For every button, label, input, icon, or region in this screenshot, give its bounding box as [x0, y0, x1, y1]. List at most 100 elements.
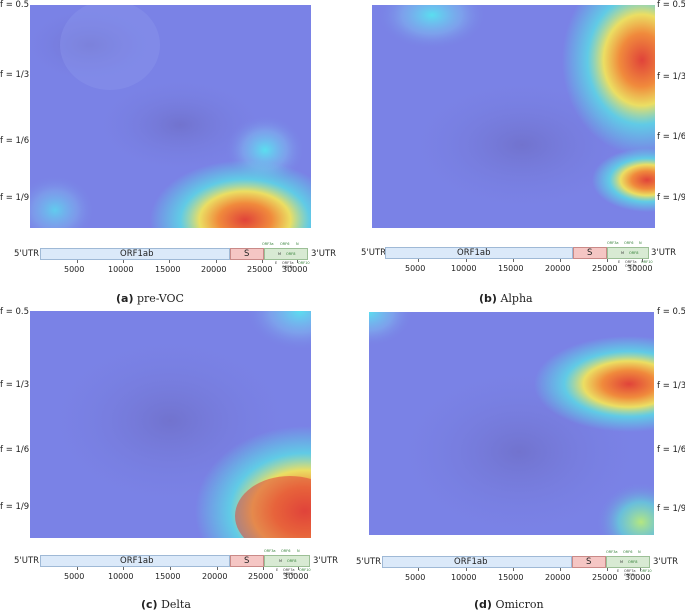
- small-label: ORF3a: [606, 550, 618, 554]
- spike-segment: [572, 556, 606, 568]
- spike-label: S: [244, 556, 250, 566]
- small-label: ORF10: [298, 261, 310, 265]
- utr3-label: 3'UTR: [313, 556, 339, 566]
- spike-segment: [230, 555, 264, 567]
- tick-mark: [513, 259, 514, 262]
- tick-label: 10000: [108, 265, 134, 274]
- tick-label: 30000: [282, 265, 308, 274]
- tick-label: 20000: [545, 264, 571, 273]
- spike-segment: [230, 248, 264, 260]
- small-label: ORF7b: [625, 264, 637, 268]
- f-label-1-6: f = 1/6: [0, 445, 30, 455]
- small-label: M: [278, 252, 282, 256]
- tick-label: 20000: [202, 572, 228, 581]
- tick-label: 5000: [64, 572, 85, 581]
- small-label: ORF10: [641, 260, 653, 264]
- tick-mark: [513, 568, 514, 571]
- small-label: E: [617, 569, 620, 573]
- small-label: M: [620, 560, 624, 564]
- small-label: N: [639, 241, 642, 245]
- accessory-segment: [607, 247, 649, 259]
- utr5-label: 5'UTR: [356, 557, 382, 567]
- utr5-label: 5'UTR: [14, 249, 40, 259]
- f-label-1-9: f = 1/9: [657, 193, 685, 203]
- tick-mark: [607, 568, 608, 571]
- tick-label: 10000: [108, 572, 134, 581]
- f-label-1-6: f = 1/6: [0, 136, 30, 146]
- f-label-1-3: f = 1/3: [657, 381, 685, 391]
- f-label-1-3: f = 1/3: [657, 72, 685, 82]
- spike-label: S: [586, 557, 592, 567]
- tick-mark: [607, 259, 608, 262]
- f-label-1-3: f = 1/3: [0, 70, 30, 80]
- orf1ab-segment: [385, 247, 573, 259]
- accessory-segment: [606, 556, 650, 568]
- tick-mark: [418, 259, 419, 262]
- tick-mark: [217, 567, 218, 570]
- orf1ab-label: ORF1ab: [120, 249, 154, 259]
- utr3-label: 3'UTR: [653, 557, 679, 567]
- small-label: ORF7a: [624, 569, 636, 573]
- f-label-1-9: f = 1/9: [657, 504, 685, 514]
- tick-label: 15000: [155, 265, 181, 274]
- caption-delta: (c) Delta: [141, 598, 191, 611]
- orf1ab-segment: [382, 556, 572, 568]
- tick-mark: [418, 568, 419, 571]
- small-label: ORF6: [281, 549, 291, 553]
- caption-alpha: (b) Alpha: [479, 292, 533, 305]
- f-label-1-9: f = 1/9: [0, 502, 30, 512]
- small-label: E: [275, 261, 278, 265]
- small-label: ORF6: [624, 241, 634, 245]
- tick-label: 5000: [405, 573, 426, 582]
- tick-label: 15000: [498, 573, 524, 582]
- small-label: N: [638, 550, 641, 554]
- f-label-1-3: f = 1/3: [0, 380, 30, 390]
- tick-mark: [216, 260, 217, 263]
- orf1ab-label: ORF1ab: [120, 556, 154, 566]
- f-label-1-9: f = 1/9: [0, 193, 30, 203]
- f-label-1-6: f = 1/6: [657, 445, 685, 455]
- f-label-0.5: f = 0.5: [0, 0, 30, 10]
- small-label: ORF7b: [624, 573, 636, 577]
- tick-mark: [298, 567, 299, 570]
- utr5-label: 5'UTR: [14, 556, 40, 566]
- tick-label: 10000: [451, 573, 477, 582]
- small-label: M: [279, 559, 283, 563]
- genome-map: 5'UTR ORF1ab S 3'UTR ORF3a ORF6 N M ORF8…: [0, 242, 340, 274]
- tick-mark: [77, 567, 78, 570]
- tick-label: 5000: [64, 265, 85, 274]
- f-label-0.5: f = 0.5: [657, 0, 685, 10]
- spike-label: S: [587, 248, 593, 258]
- utr5-label: 5'UTR: [361, 248, 387, 258]
- heatmap-omicron: [369, 312, 654, 535]
- tick-label: 30000: [283, 572, 309, 581]
- small-label: ORF8: [286, 252, 296, 256]
- caption-pre-voc: (a) pre-VOC: [116, 292, 184, 305]
- tick-label: 15000: [498, 264, 524, 273]
- small-label: E: [618, 260, 621, 264]
- tick-mark: [77, 260, 78, 263]
- tick-mark: [640, 568, 641, 571]
- tick-label: 25000: [592, 573, 618, 582]
- small-label: ORF8: [287, 559, 297, 563]
- orf1ab-segment: [40, 555, 230, 567]
- genome-map: 5'UTR ORF1ab S 3'UTR ORF3a ORF6 N M ORF8…: [0, 549, 345, 581]
- small-label: ORF6: [623, 550, 633, 554]
- genome-map: 5'UTR ORF1ab S 3'UTR ORF3a ORF6 N M ORF8…: [345, 241, 685, 273]
- orf1ab-segment: [40, 248, 230, 260]
- accessory-segment: [264, 248, 308, 260]
- small-label: ORF10: [640, 569, 652, 573]
- genome-map: 5'UTR ORF1ab S 3'UTR ORF3a ORF6 N M ORF8…: [342, 550, 685, 582]
- tick-mark: [297, 260, 298, 263]
- orf1ab-label: ORF1ab: [454, 557, 488, 567]
- small-label: N: [297, 549, 300, 553]
- small-label: ORF3a: [262, 242, 274, 246]
- tick-label: 25000: [248, 572, 274, 581]
- small-label: ORF7a: [625, 260, 637, 264]
- tick-mark: [642, 259, 643, 262]
- tick-label: 30000: [625, 573, 651, 582]
- tick-mark: [560, 259, 561, 262]
- small-label: M: [621, 251, 625, 255]
- small-label: ORF8: [629, 251, 639, 255]
- small-label: ORF7a: [282, 261, 294, 265]
